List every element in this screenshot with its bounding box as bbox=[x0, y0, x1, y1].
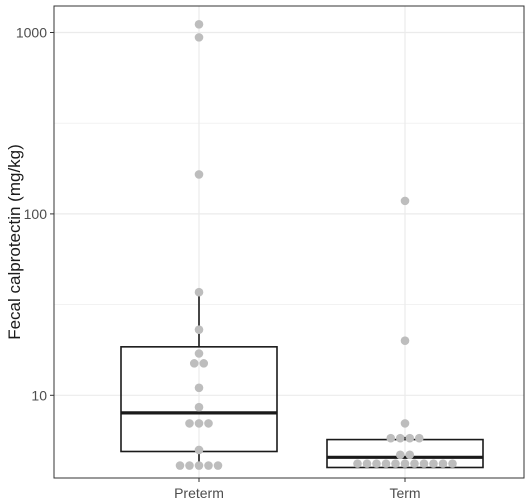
data-point bbox=[410, 459, 419, 468]
data-point bbox=[400, 459, 410, 468]
data-point bbox=[395, 450, 405, 460]
data-point bbox=[194, 419, 204, 428]
data-point bbox=[353, 459, 362, 468]
y-axis-title: Fecal calprotectin (mg/kg) bbox=[5, 144, 24, 340]
data-point bbox=[194, 287, 204, 297]
data-point bbox=[391, 459, 400, 468]
panel-border bbox=[53, 5, 525, 479]
data-point bbox=[194, 402, 204, 412]
data-point bbox=[204, 419, 213, 428]
data-point bbox=[405, 433, 415, 443]
x-tick-label: Preterm bbox=[174, 485, 224, 501]
data-point bbox=[405, 450, 415, 460]
x-axis: Preterm Term bbox=[174, 478, 421, 501]
data-point bbox=[194, 349, 204, 358]
data-point bbox=[395, 433, 405, 443]
data-point bbox=[204, 461, 213, 470]
data-point bbox=[400, 196, 410, 206]
data-point bbox=[419, 459, 429, 468]
y-tick-label: 10 bbox=[31, 387, 47, 403]
y-tick-label: 1000 bbox=[16, 25, 47, 41]
y-axis: 10 100 1000 bbox=[16, 25, 54, 403]
data-point bbox=[386, 433, 396, 443]
data-point bbox=[199, 359, 209, 368]
data-point bbox=[400, 419, 410, 428]
series-term bbox=[326, 196, 484, 469]
series-preterm bbox=[120, 19, 278, 470]
data-point bbox=[194, 19, 204, 29]
data-point bbox=[362, 459, 372, 468]
data-point bbox=[194, 170, 204, 179]
data-point bbox=[185, 461, 194, 470]
data-point bbox=[213, 461, 223, 470]
data-point bbox=[194, 33, 204, 42]
data-point bbox=[414, 433, 424, 443]
gridlines bbox=[54, 6, 524, 478]
data-point bbox=[400, 336, 410, 345]
data-point bbox=[175, 461, 185, 470]
data-point bbox=[448, 459, 457, 468]
data-point bbox=[194, 445, 204, 455]
data-point bbox=[381, 459, 391, 468]
data-point bbox=[429, 459, 438, 468]
data-point bbox=[194, 461, 204, 470]
series-layer bbox=[120, 19, 484, 470]
data-point bbox=[189, 359, 199, 368]
data-point bbox=[194, 383, 204, 393]
data-point bbox=[372, 459, 381, 468]
data-point bbox=[194, 325, 204, 334]
y-tick-label: 100 bbox=[24, 206, 48, 222]
x-tick-label: Term bbox=[389, 485, 420, 501]
data-point bbox=[185, 419, 194, 428]
data-point bbox=[438, 459, 448, 468]
